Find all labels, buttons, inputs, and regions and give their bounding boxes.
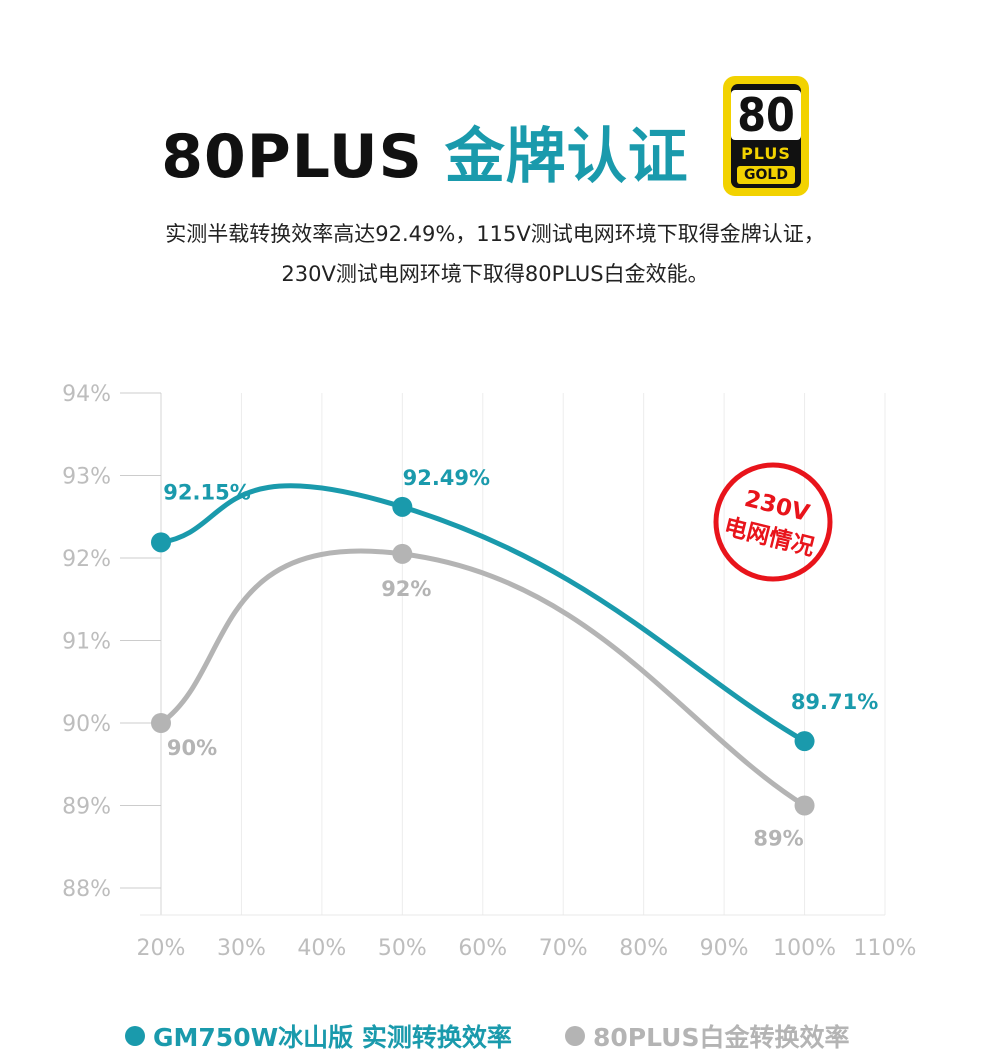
page-title: 80PLUS 金牌认证 (0, 108, 850, 195)
y-tick-label: 91% (62, 630, 111, 655)
legend-item-measured: GM750W冰山版 实测转换效率 (125, 1018, 512, 1054)
data-point (794, 795, 815, 816)
y-tick-label: 92% (62, 547, 111, 572)
data-point (151, 532, 171, 553)
x-tick-label: 50% (378, 936, 427, 961)
title-accent: 金牌认证 (444, 122, 689, 192)
data-label: 92% (381, 577, 431, 601)
x-tick-label: 90% (700, 936, 749, 961)
x-tick-label: 80% (619, 936, 668, 961)
y-tick-label: 88% (62, 877, 111, 902)
title-main: 80PLUS (161, 122, 423, 192)
description-line-2: 230V测试电网环境下取得80PLUS白金效能。 (281, 262, 709, 286)
data-label: 92.49% (403, 466, 490, 490)
stamp-ring (713, 462, 833, 582)
badge-gold: GOLD (737, 166, 795, 184)
y-tick-label: 89% (62, 795, 111, 820)
x-tick-label: 110% (854, 936, 917, 961)
x-tick-label: 100% (773, 936, 836, 961)
x-tick-label: 40% (297, 936, 346, 961)
data-point (392, 496, 413, 517)
legend-marker-platinum (565, 1026, 585, 1046)
x-tick-label: 20% (137, 936, 186, 961)
x-tick-label: 70% (539, 936, 588, 961)
data-label: 89.71% (791, 690, 878, 714)
badge-inner: 80 PLUS GOLD (731, 84, 801, 188)
legend-item-platinum: 80PLUS白金转换效率 (565, 1018, 849, 1054)
badge-plus: PLUS (741, 144, 791, 163)
y-tick-label: 93% (62, 465, 111, 490)
chart-legend: GM750W冰山版 实测转换效率 80PLUS白金转换效率 (0, 1018, 990, 1058)
x-tick-label: 60% (458, 936, 507, 961)
legend-label-measured: GM750W冰山版 实测转换效率 (153, 1023, 512, 1052)
legend-marker-measured (125, 1026, 145, 1046)
data-point (794, 731, 815, 752)
data-label: 92.15% (163, 480, 250, 504)
badge-number: 80 (731, 90, 801, 140)
80plus-gold-badge: 80 PLUS GOLD (723, 76, 809, 196)
description-line-1: 实测半载转换效率高达92.49%，115V测试电网环境下取得金牌认证， (165, 222, 825, 246)
data-label: 89% (753, 827, 803, 851)
data-label: 90% (167, 736, 217, 760)
data-point (392, 543, 413, 564)
x-tick-label: 30% (217, 936, 266, 961)
y-tick-label: 90% (62, 712, 111, 737)
y-tick-label: 94% (62, 382, 111, 407)
legend-label-platinum: 80PLUS白金转换效率 (593, 1023, 850, 1052)
data-point (151, 713, 171, 733)
